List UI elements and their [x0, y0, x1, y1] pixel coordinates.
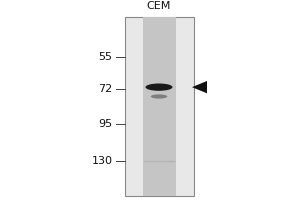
- Ellipse shape: [146, 83, 172, 91]
- FancyBboxPatch shape: [124, 17, 194, 196]
- FancyBboxPatch shape: [142, 17, 176, 196]
- Text: 72: 72: [98, 84, 112, 94]
- Ellipse shape: [151, 94, 167, 99]
- Text: 95: 95: [98, 119, 112, 129]
- Text: CEM: CEM: [147, 1, 171, 11]
- Text: 130: 130: [92, 156, 112, 166]
- Polygon shape: [192, 81, 207, 93]
- Text: 55: 55: [98, 52, 112, 62]
